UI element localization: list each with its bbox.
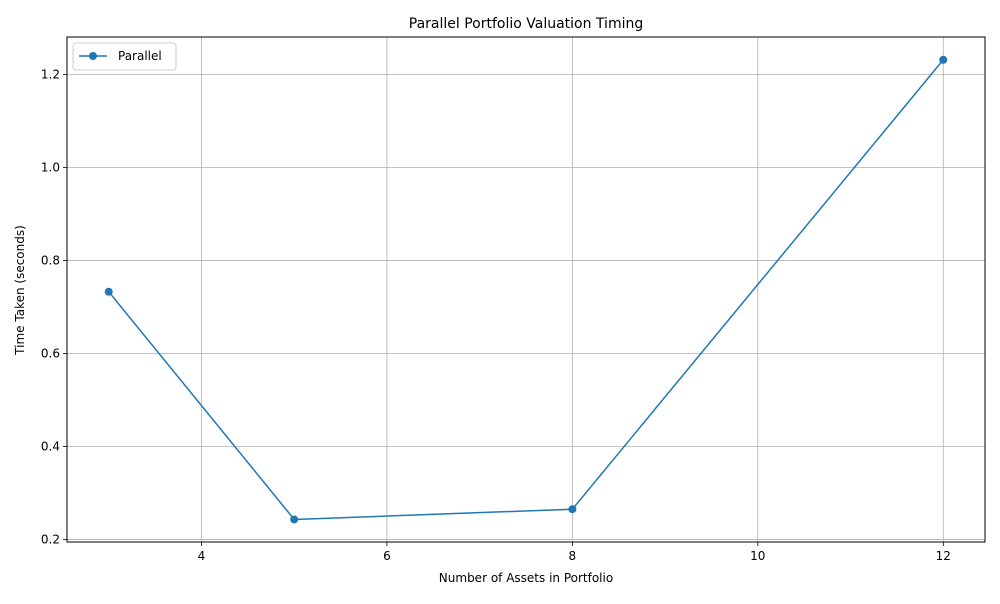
data-point <box>104 287 113 296</box>
x-tick-label: 4 <box>198 549 206 563</box>
y-axis-label: Time Taken (seconds) <box>13 225 27 356</box>
y-tick-label: 0.6 <box>41 347 60 361</box>
legend-box <box>72 42 177 71</box>
x-tick-label: 8 <box>569 549 577 563</box>
axis-ticks: 4 6 8 10 12 0.2 0.4 0.6 0.8 1.0 1.2 <box>41 68 951 563</box>
data-point <box>939 55 948 64</box>
data-point <box>290 515 299 524</box>
series-layer <box>104 55 948 524</box>
y-tick-label: 0.4 <box>41 439 60 453</box>
legend-label: Parallel <box>118 49 162 63</box>
plot-frame <box>66 36 986 543</box>
chart-title: Parallel Portfolio Valuation Timing <box>409 16 643 32</box>
y-tick-label: 1.0 <box>41 161 60 175</box>
grid-lines <box>67 37 985 542</box>
data-point <box>568 505 577 514</box>
x-tick-label: 10 <box>750 549 765 563</box>
x-tick-label: 6 <box>383 549 391 563</box>
legend: Parallel <box>72 42 177 71</box>
legend-marker <box>89 52 97 60</box>
y-tick-label: 0.2 <box>41 532 60 546</box>
x-axis-label: Number of Assets in Portfolio <box>439 571 613 585</box>
y-tick-label: 0.8 <box>41 254 60 268</box>
series-line-parallel <box>108 59 944 521</box>
y-tick-label: 1.2 <box>41 68 60 82</box>
x-tick-label: 12 <box>936 549 951 563</box>
